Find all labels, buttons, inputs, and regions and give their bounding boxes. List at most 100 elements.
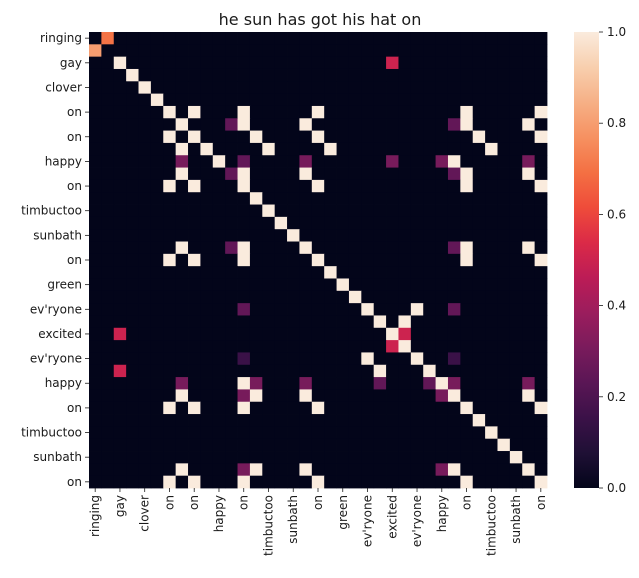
heatmap-cell xyxy=(188,315,201,329)
heatmap-cell xyxy=(237,451,251,464)
heatmap-cell xyxy=(311,192,325,205)
heatmap-cell xyxy=(237,167,251,181)
heatmap-cell xyxy=(138,451,152,464)
heatmap-cell xyxy=(89,303,102,316)
heatmap-cell xyxy=(485,303,498,316)
heatmap-cell xyxy=(212,167,226,181)
heatmap-cell xyxy=(447,142,461,156)
heatmap-cell xyxy=(522,438,536,452)
heatmap-cell xyxy=(113,426,127,440)
heatmap-cell xyxy=(163,155,177,168)
heatmap-cell xyxy=(435,463,449,477)
heatmap-cell xyxy=(126,142,139,156)
heatmap-cell xyxy=(361,229,375,242)
heatmap-cell xyxy=(509,377,523,390)
heatmap-cell xyxy=(460,364,474,378)
heatmap-cell xyxy=(386,290,399,304)
heatmap-cell xyxy=(398,32,412,45)
heatmap-cell xyxy=(299,68,313,82)
heatmap-cell xyxy=(101,93,115,107)
heatmap-cell xyxy=(237,315,251,329)
heatmap-cell xyxy=(398,155,412,168)
heatmap-cell xyxy=(113,32,127,45)
heatmap-cell xyxy=(126,81,139,95)
heatmap-cell xyxy=(175,463,189,477)
heatmap-cell xyxy=(373,266,387,279)
heatmap-cell xyxy=(336,241,350,255)
heatmap-cell xyxy=(175,56,189,70)
x-tick-label: gay xyxy=(113,495,127,517)
heatmap-cell xyxy=(150,155,164,168)
heatmap-cell xyxy=(410,105,424,119)
heatmap-cell xyxy=(138,167,152,181)
heatmap-cell xyxy=(138,327,152,341)
x-tick-label: ringing xyxy=(88,495,102,537)
heatmap-cell xyxy=(101,44,115,58)
heatmap-cell xyxy=(126,266,139,279)
heatmap-cell xyxy=(361,364,375,378)
heatmap-cell xyxy=(410,68,424,82)
heatmap-cell xyxy=(348,463,362,477)
heatmap-cell xyxy=(237,192,251,205)
heatmap-cell xyxy=(262,266,276,279)
heatmap-cell xyxy=(373,93,387,107)
heatmap-cell xyxy=(534,377,548,390)
heatmap-cell xyxy=(522,253,536,267)
heatmap-cell xyxy=(249,155,263,168)
heatmap-cell xyxy=(472,68,486,82)
heatmap-cell xyxy=(336,68,350,82)
heatmap-cell xyxy=(126,290,139,304)
heatmap-cells xyxy=(89,32,548,489)
heatmap-cell xyxy=(485,266,498,279)
heatmap-cell xyxy=(472,451,486,464)
heatmap-cell xyxy=(348,155,362,168)
heatmap-cell xyxy=(150,204,164,218)
heatmap-cell xyxy=(336,290,350,304)
heatmap-cell xyxy=(287,44,300,58)
heatmap-cell xyxy=(311,179,325,193)
heatmap-cell xyxy=(237,266,251,279)
heatmap-cell xyxy=(200,426,214,440)
heatmap-cell xyxy=(200,241,214,255)
heatmap-cell xyxy=(262,204,276,218)
heatmap-cell xyxy=(274,327,288,341)
colorbar xyxy=(574,32,599,488)
y-tick-label: happy xyxy=(45,154,82,168)
heatmap-cell xyxy=(522,56,536,70)
heatmap-cell xyxy=(237,130,251,144)
heatmap-cell xyxy=(485,155,498,168)
heatmap-cell xyxy=(361,32,375,45)
heatmap-cell xyxy=(225,204,238,218)
heatmap-cell xyxy=(324,266,337,279)
heatmap-cell xyxy=(274,68,288,82)
heatmap-cell xyxy=(175,290,189,304)
heatmap-cell xyxy=(101,32,115,45)
heatmap-cell xyxy=(212,303,226,316)
heatmap-cell xyxy=(225,475,238,489)
heatmap-cell xyxy=(274,118,288,131)
heatmap-cell xyxy=(348,401,362,415)
heatmap-cell xyxy=(150,475,164,489)
heatmap-cell xyxy=(150,340,164,353)
heatmap-cell xyxy=(472,364,486,378)
heatmap-cell xyxy=(237,463,251,477)
heatmap-cell xyxy=(274,44,288,58)
heatmap-cell xyxy=(150,192,164,205)
heatmap-cell xyxy=(188,253,201,267)
heatmap-cell xyxy=(299,229,313,242)
heatmap-cell xyxy=(249,303,263,316)
heatmap-cell xyxy=(200,93,214,107)
heatmap-cell xyxy=(522,389,536,403)
heatmap-cell xyxy=(163,463,177,477)
heatmap-cell xyxy=(287,352,300,366)
heatmap-cell xyxy=(534,438,548,452)
heatmap-cell xyxy=(274,352,288,366)
heatmap-cell xyxy=(435,253,449,267)
heatmap-cell xyxy=(200,192,214,205)
heatmap-cell xyxy=(126,414,139,427)
heatmap-cell xyxy=(138,118,152,131)
heatmap-cell xyxy=(299,303,313,316)
heatmap-cell xyxy=(497,438,511,452)
heatmap-cell xyxy=(150,81,164,95)
